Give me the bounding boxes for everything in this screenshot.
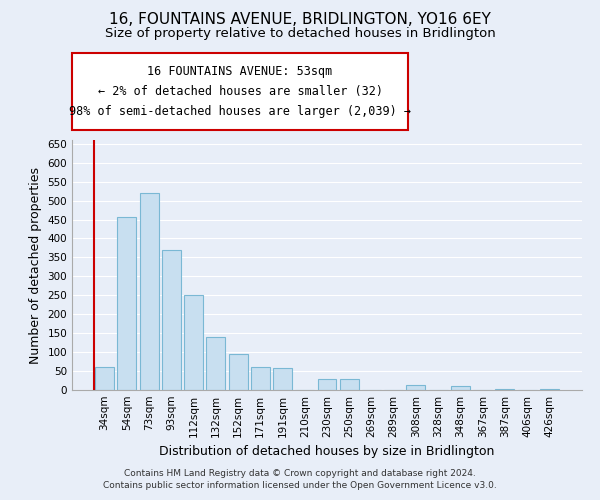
Bar: [140, 193, 158, 390]
Bar: [206, 337, 225, 390]
Bar: [251, 366, 270, 390]
Text: Contains HM Land Registry data © Crown copyright and database right 2024.: Contains HM Land Registry data © Crown c…: [124, 468, 476, 477]
Y-axis label: Number of detached properties: Number of detached properties: [29, 166, 42, 364]
Bar: [317, 380, 337, 390]
Bar: [118, 216, 136, 390]
Bar: [95, 366, 114, 390]
Text: 16 FOUNTAINS AVENUE: 53sqm
← 2% of detached houses are smaller (32)
98% of semi-: 16 FOUNTAINS AVENUE: 53sqm ← 2% of detac…: [69, 64, 411, 118]
Bar: [496, 389, 514, 390]
Bar: [406, 386, 425, 390]
Bar: [451, 386, 470, 390]
Bar: [229, 354, 248, 390]
Text: Size of property relative to detached houses in Bridlington: Size of property relative to detached ho…: [104, 28, 496, 40]
Bar: [273, 368, 292, 390]
Bar: [540, 389, 559, 390]
Bar: [162, 250, 181, 390]
Text: 16, FOUNTAINS AVENUE, BRIDLINGTON, YO16 6EY: 16, FOUNTAINS AVENUE, BRIDLINGTON, YO16 …: [109, 12, 491, 28]
Bar: [184, 296, 203, 390]
Bar: [340, 380, 359, 390]
X-axis label: Distribution of detached houses by size in Bridlington: Distribution of detached houses by size …: [160, 446, 494, 458]
Text: Contains public sector information licensed under the Open Government Licence v3: Contains public sector information licen…: [103, 481, 497, 490]
